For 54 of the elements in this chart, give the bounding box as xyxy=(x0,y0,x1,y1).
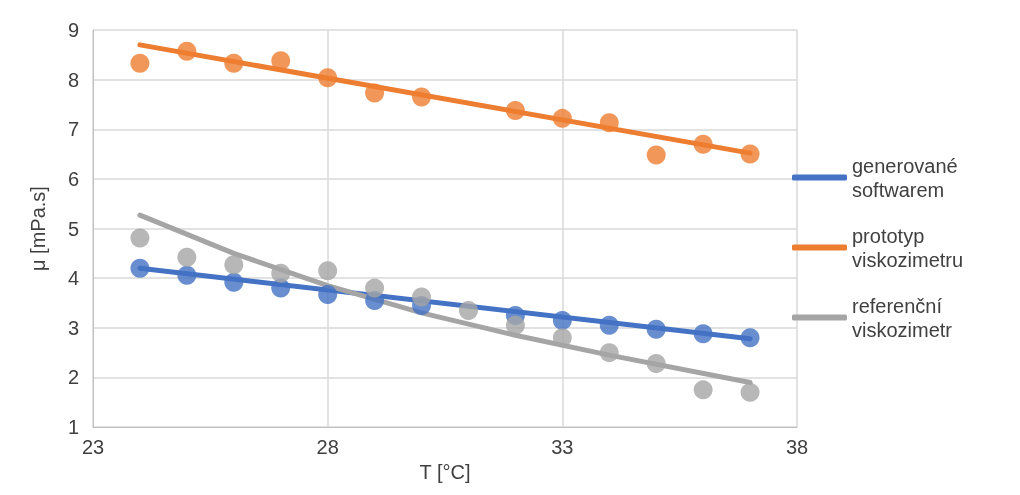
point xyxy=(599,113,619,133)
y-tick-label: 5 xyxy=(67,217,79,240)
point xyxy=(224,272,244,292)
point xyxy=(646,354,666,374)
point xyxy=(224,255,244,275)
x-tick-label: 33 xyxy=(551,436,574,459)
y-tick-label: 6 xyxy=(67,167,79,190)
legend-label: prototyp viskozimetru xyxy=(852,224,964,271)
point xyxy=(271,263,291,283)
point xyxy=(599,315,619,335)
x-tick-label: 28 xyxy=(316,436,339,459)
point xyxy=(318,68,338,88)
point xyxy=(599,343,619,363)
x-axis-title: T [°C] xyxy=(419,461,471,483)
x-tick-label: 23 xyxy=(81,436,105,459)
point xyxy=(552,310,572,330)
point xyxy=(646,319,666,339)
point xyxy=(177,41,197,61)
point xyxy=(412,87,432,107)
point xyxy=(365,83,385,103)
point xyxy=(693,380,713,400)
point xyxy=(505,315,525,335)
legend-label: generované softwarem xyxy=(852,154,964,201)
point xyxy=(130,53,150,73)
point xyxy=(505,100,525,120)
point xyxy=(177,247,197,267)
point xyxy=(412,287,432,307)
y-axis-title: μ [mPa.s] xyxy=(27,186,49,271)
y-tick-label: 1 xyxy=(67,416,79,439)
point xyxy=(693,324,713,344)
point xyxy=(318,261,338,281)
point xyxy=(552,108,572,128)
point xyxy=(130,258,150,278)
y-tick-label: 8 xyxy=(67,68,79,91)
point xyxy=(458,300,478,320)
point xyxy=(177,265,197,285)
point xyxy=(552,328,572,348)
point xyxy=(271,51,291,71)
point xyxy=(740,328,760,348)
y-tick-label: 2 xyxy=(67,366,79,389)
y-tick-label: 7 xyxy=(67,118,79,141)
x-tick-label: 38 xyxy=(785,436,809,459)
point xyxy=(693,134,713,154)
point xyxy=(740,144,760,164)
y-tick-label: 3 xyxy=(67,316,79,339)
point xyxy=(365,278,385,298)
point xyxy=(740,382,760,402)
point xyxy=(318,285,338,305)
point xyxy=(130,228,150,248)
y-tick-label: 9 xyxy=(67,19,79,41)
point xyxy=(224,53,244,73)
point xyxy=(646,145,666,165)
y-tick-label: 4 xyxy=(67,267,79,290)
legend-label: referenční viskozimetr xyxy=(852,294,953,341)
